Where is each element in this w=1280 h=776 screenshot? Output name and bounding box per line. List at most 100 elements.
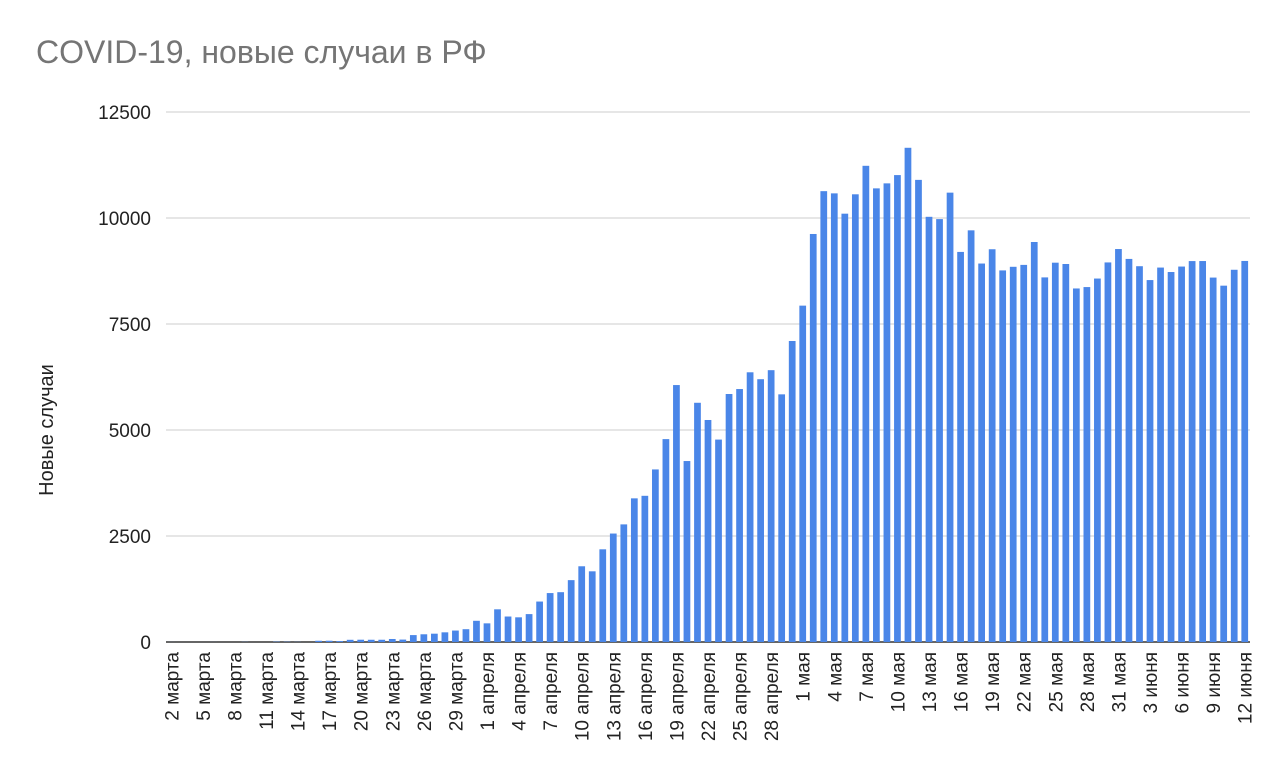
bar [767,370,775,642]
x-tick-label: 4 мая [825,652,846,702]
y-tick-label: 7500 [109,315,151,336]
y-tick-label: 5000 [109,421,151,442]
bar [1146,280,1154,642]
x-tick-label: 16 апреля [636,652,657,741]
bar [315,640,322,642]
bar [609,533,617,642]
x-tick-label: 12 июня [1236,652,1257,724]
bar [599,549,607,642]
bar [557,592,565,642]
x-tick-label: 28 мая [1078,652,1099,712]
x-tick-label: 28 апреля [762,652,783,741]
bar [1209,277,1217,642]
bar [809,233,817,642]
bar [662,439,670,642]
bar [915,179,922,643]
bar [409,635,417,642]
bar [420,634,428,642]
bar [946,192,954,642]
bar [841,213,849,642]
x-tick-label: 20 марта [352,652,373,732]
bar [988,249,996,643]
x-tick-label: 29 марта [446,652,467,732]
bar [1115,249,1122,642]
x-tick-label: 14 марта [289,652,310,732]
bar [1220,285,1228,642]
y-tick-label: 2500 [109,527,151,548]
y-axis-tick-labels: 0 2500 5000 7500 10000 12500 [98,103,151,654]
x-tick-label: 17 марта [320,652,341,732]
bar [588,571,596,642]
x-tick-label: 1 апреля [478,652,499,731]
bar [820,191,828,642]
x-tick-label: 25 апреля [731,652,752,741]
bar [620,524,628,642]
x-tick-label: 19 мая [983,652,1004,712]
x-tick-label: 2 марта [162,652,183,721]
bar [715,439,722,642]
x-tick-label: 10 мая [888,652,909,712]
x-tick-label: 13 мая [920,652,941,712]
bar [515,617,522,642]
bar [925,216,933,642]
bar [704,419,712,642]
bar [788,341,796,642]
x-tick-label: 25 мая [1046,652,1067,712]
x-tick-label: 9 июня [1204,652,1225,714]
x-axis-tick-labels: 2 марта 5 марта 8 марта 11 марта 14 марта 17 … [162,652,1256,742]
bar [673,385,680,642]
bar [778,394,786,642]
bar [873,188,880,642]
bars [167,147,1249,643]
bar [494,609,501,642]
bar [799,305,807,642]
x-tick-label: 19 апреля [667,652,688,741]
bar [399,639,407,642]
bar [936,219,943,642]
bar [652,469,659,642]
bar [346,639,354,642]
bar [694,402,701,642]
x-tick-label: 22 мая [1015,652,1036,712]
chart-title: COVID-19, новые случаи в РФ [36,34,487,70]
bar [1020,264,1028,642]
bar [1072,288,1080,642]
bar [830,193,838,642]
bar [441,632,449,642]
bar [473,620,480,642]
bar [851,194,859,642]
bar [1062,264,1070,642]
x-tick-label: 23 марта [383,652,404,732]
x-tick-label: 4 апреля [510,652,531,731]
bar [757,379,764,642]
bar [504,616,512,642]
x-tick-label: 11 марта [257,652,278,730]
bar [1104,262,1112,642]
y-tick-label: 0 [140,633,151,654]
bar [1009,266,1017,642]
bar [978,263,985,642]
bar [683,461,691,642]
bar [367,639,375,642]
bar [1094,278,1101,642]
bar [967,230,975,643]
x-tick-label: 13 апреля [604,652,625,741]
x-tick-label: 10 апреля [573,652,594,741]
x-tick-label: 1 мая [794,652,815,702]
bar [452,630,459,642]
bar [725,394,733,642]
x-tick-label: 16 мая [952,652,973,712]
x-tick-label: 7 апреля [541,652,562,731]
bar [894,175,901,643]
y-tick-label: 12500 [98,103,151,124]
bar [536,601,543,642]
bar [1041,277,1049,642]
bar [1188,261,1196,642]
bar [525,614,533,642]
bar [388,638,396,642]
bar [578,566,586,642]
x-tick-label: 8 марта [225,652,246,721]
bar [1083,287,1091,642]
bar [357,639,365,642]
